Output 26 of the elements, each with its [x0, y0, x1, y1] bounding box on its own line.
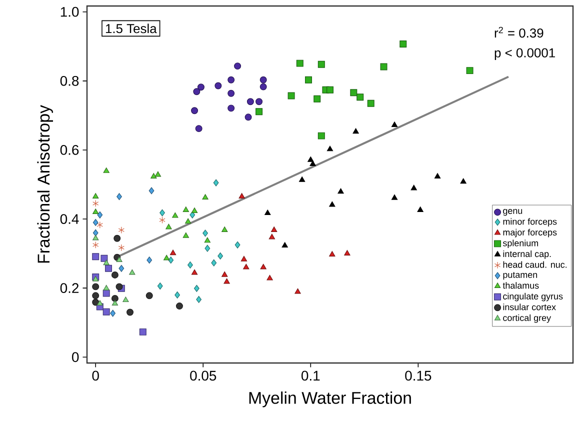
legend-label: major forceps — [503, 228, 557, 238]
x-tick-label: 0.1 — [302, 370, 320, 381]
legend-label: cingulate gyrus — [503, 292, 563, 302]
annotation: p < 0.0001 — [494, 48, 555, 60]
legend-label: splenium — [502, 240, 538, 248]
legend-label: minor forceps — [503, 218, 557, 226]
legend-label: internal cap. — [503, 250, 551, 259]
legend-label: putamen — [503, 272, 538, 280]
legend-label: insular cortex — [503, 304, 556, 310]
y-tick-label: 0.2 — [60, 283, 79, 294]
annotation: r$^{2}$ = 0.39 — [494, 26, 544, 38]
x-axis-title: Myelin Water Fraction — [249, 391, 411, 408]
y-tick-label: 0.6 — [60, 145, 79, 155]
legend-label: cortical grey — [503, 314, 552, 323]
y-tick-label: 1.0 — [60, 6, 79, 17]
y-tick-label: 0.4 — [60, 214, 79, 224]
x-tick-label: 0.15 — [405, 370, 432, 381]
y-axis-title: Fractional Anisotropy — [37, 105, 53, 263]
x-tick-label: 0 — [92, 370, 99, 381]
legend-label: genu — [503, 209, 522, 216]
y-tick-label: 0.8 — [60, 76, 79, 86]
legend-label: head caud. nuc. — [503, 261, 567, 268]
y-tick-label: 0 — [72, 352, 79, 362]
annotation: 1.5 Tesla — [106, 24, 157, 34]
x-tick-label: 0.05 — [190, 370, 216, 381]
legend-label: thalamus — [502, 282, 539, 289]
